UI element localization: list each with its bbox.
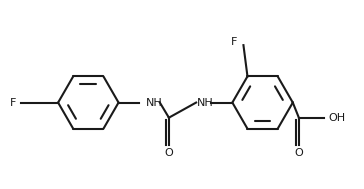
Text: O: O bbox=[294, 148, 303, 158]
Text: NH: NH bbox=[197, 98, 214, 108]
Text: F: F bbox=[9, 98, 16, 108]
Text: NH: NH bbox=[146, 98, 162, 108]
Text: OH: OH bbox=[328, 113, 345, 123]
Text: O: O bbox=[165, 148, 173, 158]
Text: F: F bbox=[231, 37, 237, 47]
